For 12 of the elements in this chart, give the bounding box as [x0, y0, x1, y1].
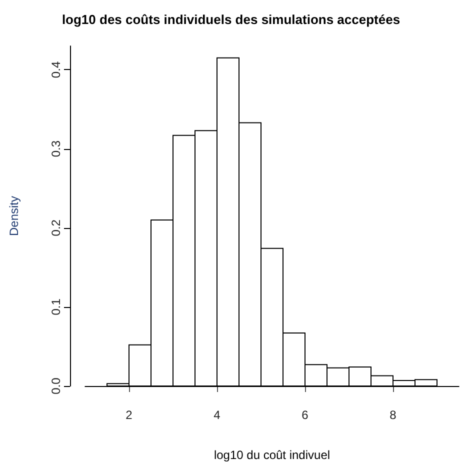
x-tick-label: 2: [126, 408, 133, 422]
y-axis-title: Density: [7, 196, 21, 236]
x-tick-label: 4: [214, 408, 221, 422]
y-tick-label: 0.4: [49, 61, 63, 78]
y-tick-label: 0.1: [49, 298, 63, 316]
x-tick-label: 8: [390, 408, 397, 422]
y-tick-label: 0.0: [49, 377, 63, 394]
y-tick-label: 0.2: [49, 219, 63, 236]
x-tick-label: 6: [302, 408, 309, 422]
x-axis-title: log10 du coût indivuel: [214, 448, 330, 462]
chart-title: log10 des coûts individuels des simulations acceptées: [62, 12, 400, 27]
y-tick-label: 0.3: [49, 140, 63, 158]
